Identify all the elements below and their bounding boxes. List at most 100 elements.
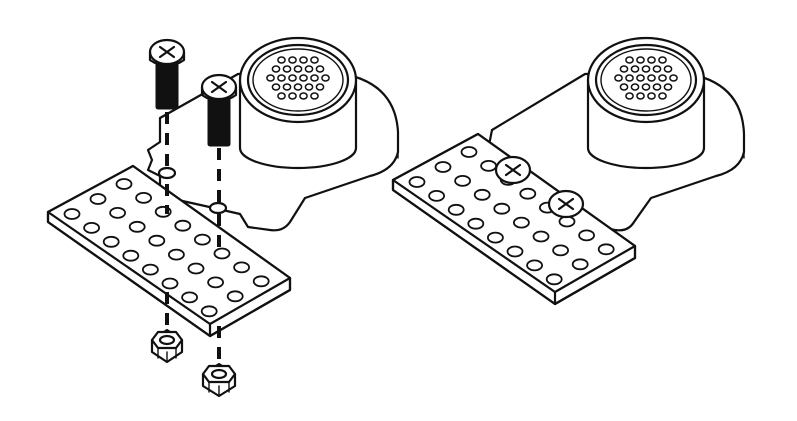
grille-dot xyxy=(271,83,281,91)
speaker-grille xyxy=(266,56,330,100)
grille-dot xyxy=(288,92,297,100)
beam-plate-holes xyxy=(63,178,270,318)
grille-dot xyxy=(652,83,662,91)
speaker-grille xyxy=(614,56,678,100)
hole xyxy=(102,235,120,248)
phillips-cross-icon xyxy=(557,197,575,211)
hole xyxy=(454,174,472,187)
speaker-right xyxy=(586,36,706,170)
hole xyxy=(226,290,244,303)
hole xyxy=(552,244,569,257)
grille-dot xyxy=(619,83,629,91)
hole xyxy=(486,231,504,244)
hole xyxy=(63,208,81,220)
screw-head-right-2 xyxy=(547,189,585,219)
grille-dot xyxy=(282,83,292,91)
hole xyxy=(460,146,478,158)
hole xyxy=(571,258,589,271)
grille-dot xyxy=(614,74,623,82)
grille-dot xyxy=(647,92,656,100)
hole xyxy=(532,230,550,243)
hole xyxy=(513,216,530,229)
hole xyxy=(141,263,159,276)
grille-dot xyxy=(266,74,275,82)
phillips-cross-icon xyxy=(504,163,522,177)
screw-left-2 xyxy=(200,73,238,252)
assembled-view xyxy=(391,36,746,306)
grille-dot xyxy=(315,65,325,73)
hole xyxy=(233,261,251,274)
grille-dot xyxy=(636,56,645,64)
grille-dot xyxy=(282,65,292,73)
grille-dot xyxy=(288,74,297,82)
grille-dot xyxy=(299,92,308,100)
hole xyxy=(467,217,485,230)
grille-dot xyxy=(304,83,314,91)
hole xyxy=(408,176,426,188)
hole xyxy=(213,247,231,260)
grille-dot xyxy=(625,74,634,82)
grille-dot xyxy=(663,83,673,91)
grille-dot xyxy=(630,83,640,91)
hole xyxy=(506,245,524,258)
grille-dot xyxy=(641,83,651,91)
hole xyxy=(597,243,615,256)
grille-dot xyxy=(310,56,319,64)
hole xyxy=(434,161,452,173)
grille-dot xyxy=(647,74,656,82)
grille-dot xyxy=(277,92,286,100)
grille-dot xyxy=(293,83,303,91)
nut-left-2 xyxy=(201,326,237,398)
grille-dot xyxy=(310,92,319,100)
grille-dot xyxy=(630,65,640,73)
hole xyxy=(148,234,166,247)
hole xyxy=(493,202,511,215)
hole xyxy=(187,262,205,275)
phillips-cross-icon xyxy=(158,45,176,59)
grille-dot xyxy=(647,56,656,64)
grille-dot xyxy=(625,92,634,100)
hole xyxy=(193,233,211,246)
screw-head-right-1 xyxy=(494,155,532,185)
screw-left-1 xyxy=(148,38,186,214)
hole xyxy=(545,273,563,286)
grille-dot xyxy=(304,65,314,73)
hole xyxy=(83,221,100,234)
grille-dot xyxy=(663,65,673,73)
hole xyxy=(428,189,446,202)
grille-dot xyxy=(315,83,325,91)
hole xyxy=(135,191,153,204)
hole xyxy=(526,259,543,272)
grille-dot xyxy=(636,74,645,82)
beam-plate-right xyxy=(391,132,637,306)
hole xyxy=(115,178,133,190)
speaker-left xyxy=(238,36,358,170)
hole xyxy=(167,248,185,261)
hole xyxy=(174,219,192,232)
hole xyxy=(578,229,595,242)
grille-dot xyxy=(299,74,308,82)
grille-dot xyxy=(310,74,319,82)
grille-dot xyxy=(658,92,667,100)
hole xyxy=(480,159,498,172)
phillips-cross-icon xyxy=(210,80,228,94)
grille-dot xyxy=(288,56,297,64)
hole xyxy=(473,188,491,201)
nut-left-1 xyxy=(150,292,184,364)
hole xyxy=(447,203,465,216)
grille-dot xyxy=(293,65,303,73)
grille-dot xyxy=(271,65,281,73)
grille-dot xyxy=(321,74,330,82)
grille-dot xyxy=(636,92,645,100)
hole xyxy=(200,305,218,318)
grille-dot xyxy=(652,65,662,73)
hole xyxy=(161,277,179,290)
grille-dot xyxy=(641,65,651,73)
grille-dot xyxy=(658,74,667,82)
hole xyxy=(519,187,537,200)
hole xyxy=(128,220,146,233)
hole xyxy=(207,276,225,289)
grille-dot xyxy=(669,74,678,82)
hole xyxy=(252,275,270,288)
